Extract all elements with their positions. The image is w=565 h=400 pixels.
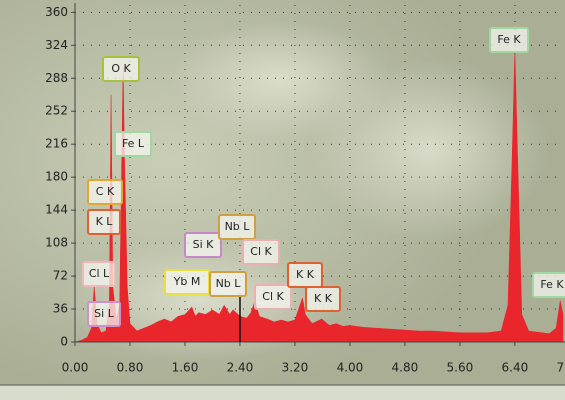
y-tick-label: 108 <box>45 236 68 250</box>
y-tick-label: 36 <box>53 302 68 316</box>
y-tick-label: 180 <box>45 170 68 184</box>
peak-label: Fe L <box>122 137 145 150</box>
peak-label: Si K <box>193 238 215 251</box>
peak-label: K K <box>314 292 333 305</box>
x-tick-label: 1.60 <box>172 361 199 375</box>
y-tick-label: 0 <box>60 335 68 349</box>
peak-label: O K <box>111 62 131 75</box>
x-tick-label: 2.40 <box>227 361 254 375</box>
peak-label: Fe K <box>497 33 521 46</box>
peak-label: Yb M <box>173 275 201 288</box>
x-tick-label: 6.40 <box>502 361 529 375</box>
y-tick-label: 360 <box>45 5 68 19</box>
peak-label: K L <box>96 215 114 228</box>
x-tick-label: 3.20 <box>282 361 309 375</box>
peak-label: Nb L <box>225 220 251 233</box>
status-strip <box>0 385 565 400</box>
y-tick-label: 288 <box>45 71 68 85</box>
background-cloud <box>170 20 390 140</box>
y-tick-label: 216 <box>45 137 68 151</box>
x-tick-label: 0.80 <box>117 361 144 375</box>
peak-label: K K <box>296 268 315 281</box>
peak-label: Cl K <box>262 290 284 303</box>
x-tick-label: 5.60 <box>447 361 474 375</box>
peak-label: C K <box>96 185 115 198</box>
x-tick-label: 0.00 <box>62 361 89 375</box>
y-tick-label: 144 <box>45 203 68 217</box>
peak-label: Cl K <box>250 245 272 258</box>
peak-label: Nb L <box>216 277 242 290</box>
peak-label: Fe K <box>540 278 564 291</box>
peak-label: Cl L <box>89 267 110 280</box>
x-tick-label: 4.80 <box>392 361 419 375</box>
x-tick-label: 4.00 <box>337 361 364 375</box>
chart: 0 36 72 108 144 180 216 252 288 324 360 0.00 0.80 1.6… <box>0 0 565 400</box>
x-tick-label: 7.20 <box>557 361 565 375</box>
peak-label: Si L <box>94 307 115 320</box>
y-tick-label: 324 <box>45 38 68 52</box>
y-tick-label: 72 <box>53 269 68 283</box>
y-tick-label: 252 <box>45 104 68 118</box>
